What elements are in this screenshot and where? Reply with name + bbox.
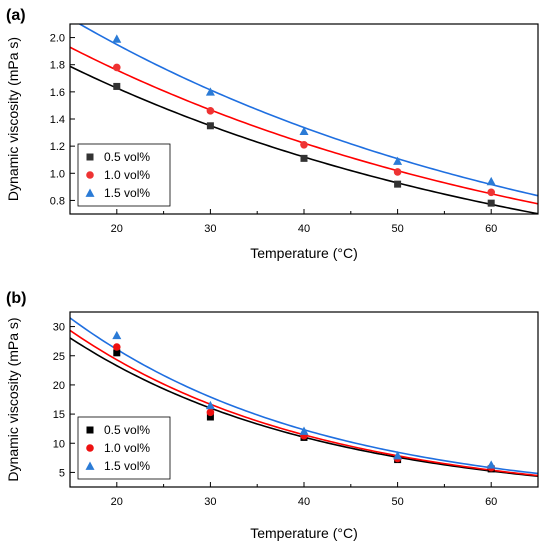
y-tick-label: 1.2 [50,141,65,153]
y-tick-label: 15 [53,409,65,421]
data-point [300,140,308,149]
x-tick-label: 20 [111,223,123,235]
legend-marker [86,426,94,434]
y-tick-label: 10 [53,438,65,450]
y-tick-label: 1.6 [50,87,65,99]
x-tick-label: 40 [298,496,310,508]
data-point [112,330,122,340]
y-tick-label: 25 [53,351,65,363]
x-axis-title: Temperature (°C) [250,525,358,541]
data-point [487,199,495,207]
data-point [205,400,215,410]
y-tick-label: 30 [53,322,65,334]
y-tick-label: 0.8 [50,195,65,207]
data-point [487,188,496,197]
y-axis-title: Dynamic viscosity (mPa s) [5,317,21,481]
y-tick-label: 5 [59,467,65,479]
legend-label: 1.5 vol% [104,459,150,473]
data-point [206,408,215,417]
legend-label: 0.5 vol% [104,150,150,164]
data-point [206,107,215,115]
y-tick-label: 2.0 [50,33,65,45]
data-point [206,122,214,130]
x-tick-label: 20 [111,496,123,508]
data-point [112,34,122,43]
y-tick-label: 1.8 [50,60,65,72]
y-tick-label: 20 [53,380,65,392]
y-tick-label: 1.0 [50,168,65,180]
chart-panel-a: (a) 20 30 40 50 60 0.8 1.0 1.2 1.4 1.6 1.8 2.0 Temper… [5,7,539,261]
legend-marker [86,444,94,452]
legend-label: 0.5 vol% [104,423,150,437]
data-point [113,82,121,90]
data-point [300,154,308,162]
panel-label: (a) [6,7,26,24]
x-tick-label: 40 [298,223,310,235]
data-points [112,330,496,473]
data-point [393,451,403,460]
data-point [394,180,402,188]
data-points [112,34,496,207]
x-tick-label: 30 [204,496,216,508]
legend: 0.5 vol% 1.0 vol% 1.5 vol% [77,416,171,480]
x-tick-label: 50 [391,496,403,508]
data-point [393,168,402,176]
legend-marker [86,153,94,161]
legend-label: 1.5 vol% [104,186,150,200]
data-point [113,343,121,351]
legend-marker [85,461,95,470]
legend-label: 1.0 vol% [104,168,150,182]
x-axis-title: Temperature (°C) [250,245,358,261]
data-point [299,426,309,435]
data-point [205,87,215,96]
legend-marker [85,188,95,197]
legend: 0.5 vol% 1.0 vol% 1.5 vol% [77,143,171,207]
data-point [393,156,403,165]
data-point [113,349,121,357]
x-tick-label: 50 [391,223,403,235]
x-tick-label: 30 [204,223,216,235]
data-point [299,126,309,136]
x-tick-label: 60 [485,223,497,235]
panel-label: (b) [6,290,26,307]
data-point [486,460,496,469]
y-axis-title: Dynamic viscosity (mPa s) [5,37,21,201]
data-point [113,63,121,72]
y-tick-label: 1.4 [50,114,65,126]
data-point [486,176,496,186]
data-point [206,413,214,421]
x-tick-label: 60 [485,496,497,508]
legend-marker [86,171,94,179]
chart-panel-b: (b) 20 30 40 50 60 5 10 15 20 25 30 Temperature (°C)… [5,290,539,541]
legend-label: 1.0 vol% [104,441,150,455]
